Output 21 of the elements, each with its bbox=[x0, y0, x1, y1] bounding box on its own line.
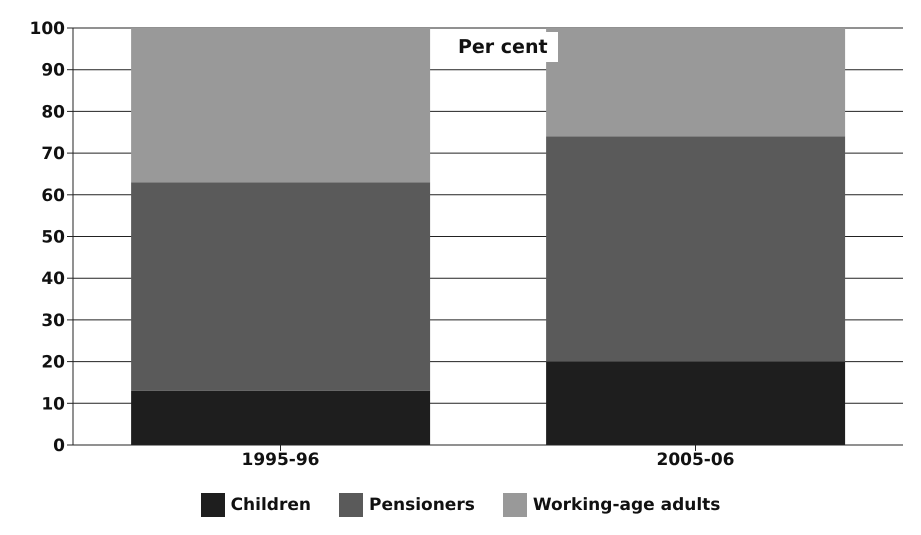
annotation: Per cent bbox=[448, 32, 558, 62]
y-tick-label: 60 bbox=[41, 186, 66, 206]
y-tick-label: 20 bbox=[41, 352, 66, 373]
y-tick-label: 70 bbox=[41, 144, 66, 164]
bar bbox=[131, 28, 430, 182]
legend-label: Working-age adults bbox=[532, 495, 720, 515]
y-tick-label: 10 bbox=[41, 394, 66, 414]
y-tick-label: 30 bbox=[41, 310, 66, 331]
y-tick-label: 90 bbox=[41, 60, 66, 81]
x-tick-label: 1995-96 bbox=[241, 450, 320, 470]
y-tick-label: 80 bbox=[41, 102, 66, 122]
bar bbox=[546, 28, 846, 136]
y-tick-label: 0 bbox=[53, 436, 66, 456]
legend-label: Children bbox=[230, 495, 311, 515]
bar bbox=[546, 136, 846, 362]
y-tick-label: 40 bbox=[41, 269, 66, 290]
y-tick-label: 100 bbox=[30, 19, 66, 40]
bar bbox=[131, 182, 430, 391]
legend-label: Pensioners bbox=[368, 495, 475, 515]
x-tick-label: 2005-06 bbox=[656, 450, 735, 470]
y-tick-label: 50 bbox=[41, 228, 66, 248]
